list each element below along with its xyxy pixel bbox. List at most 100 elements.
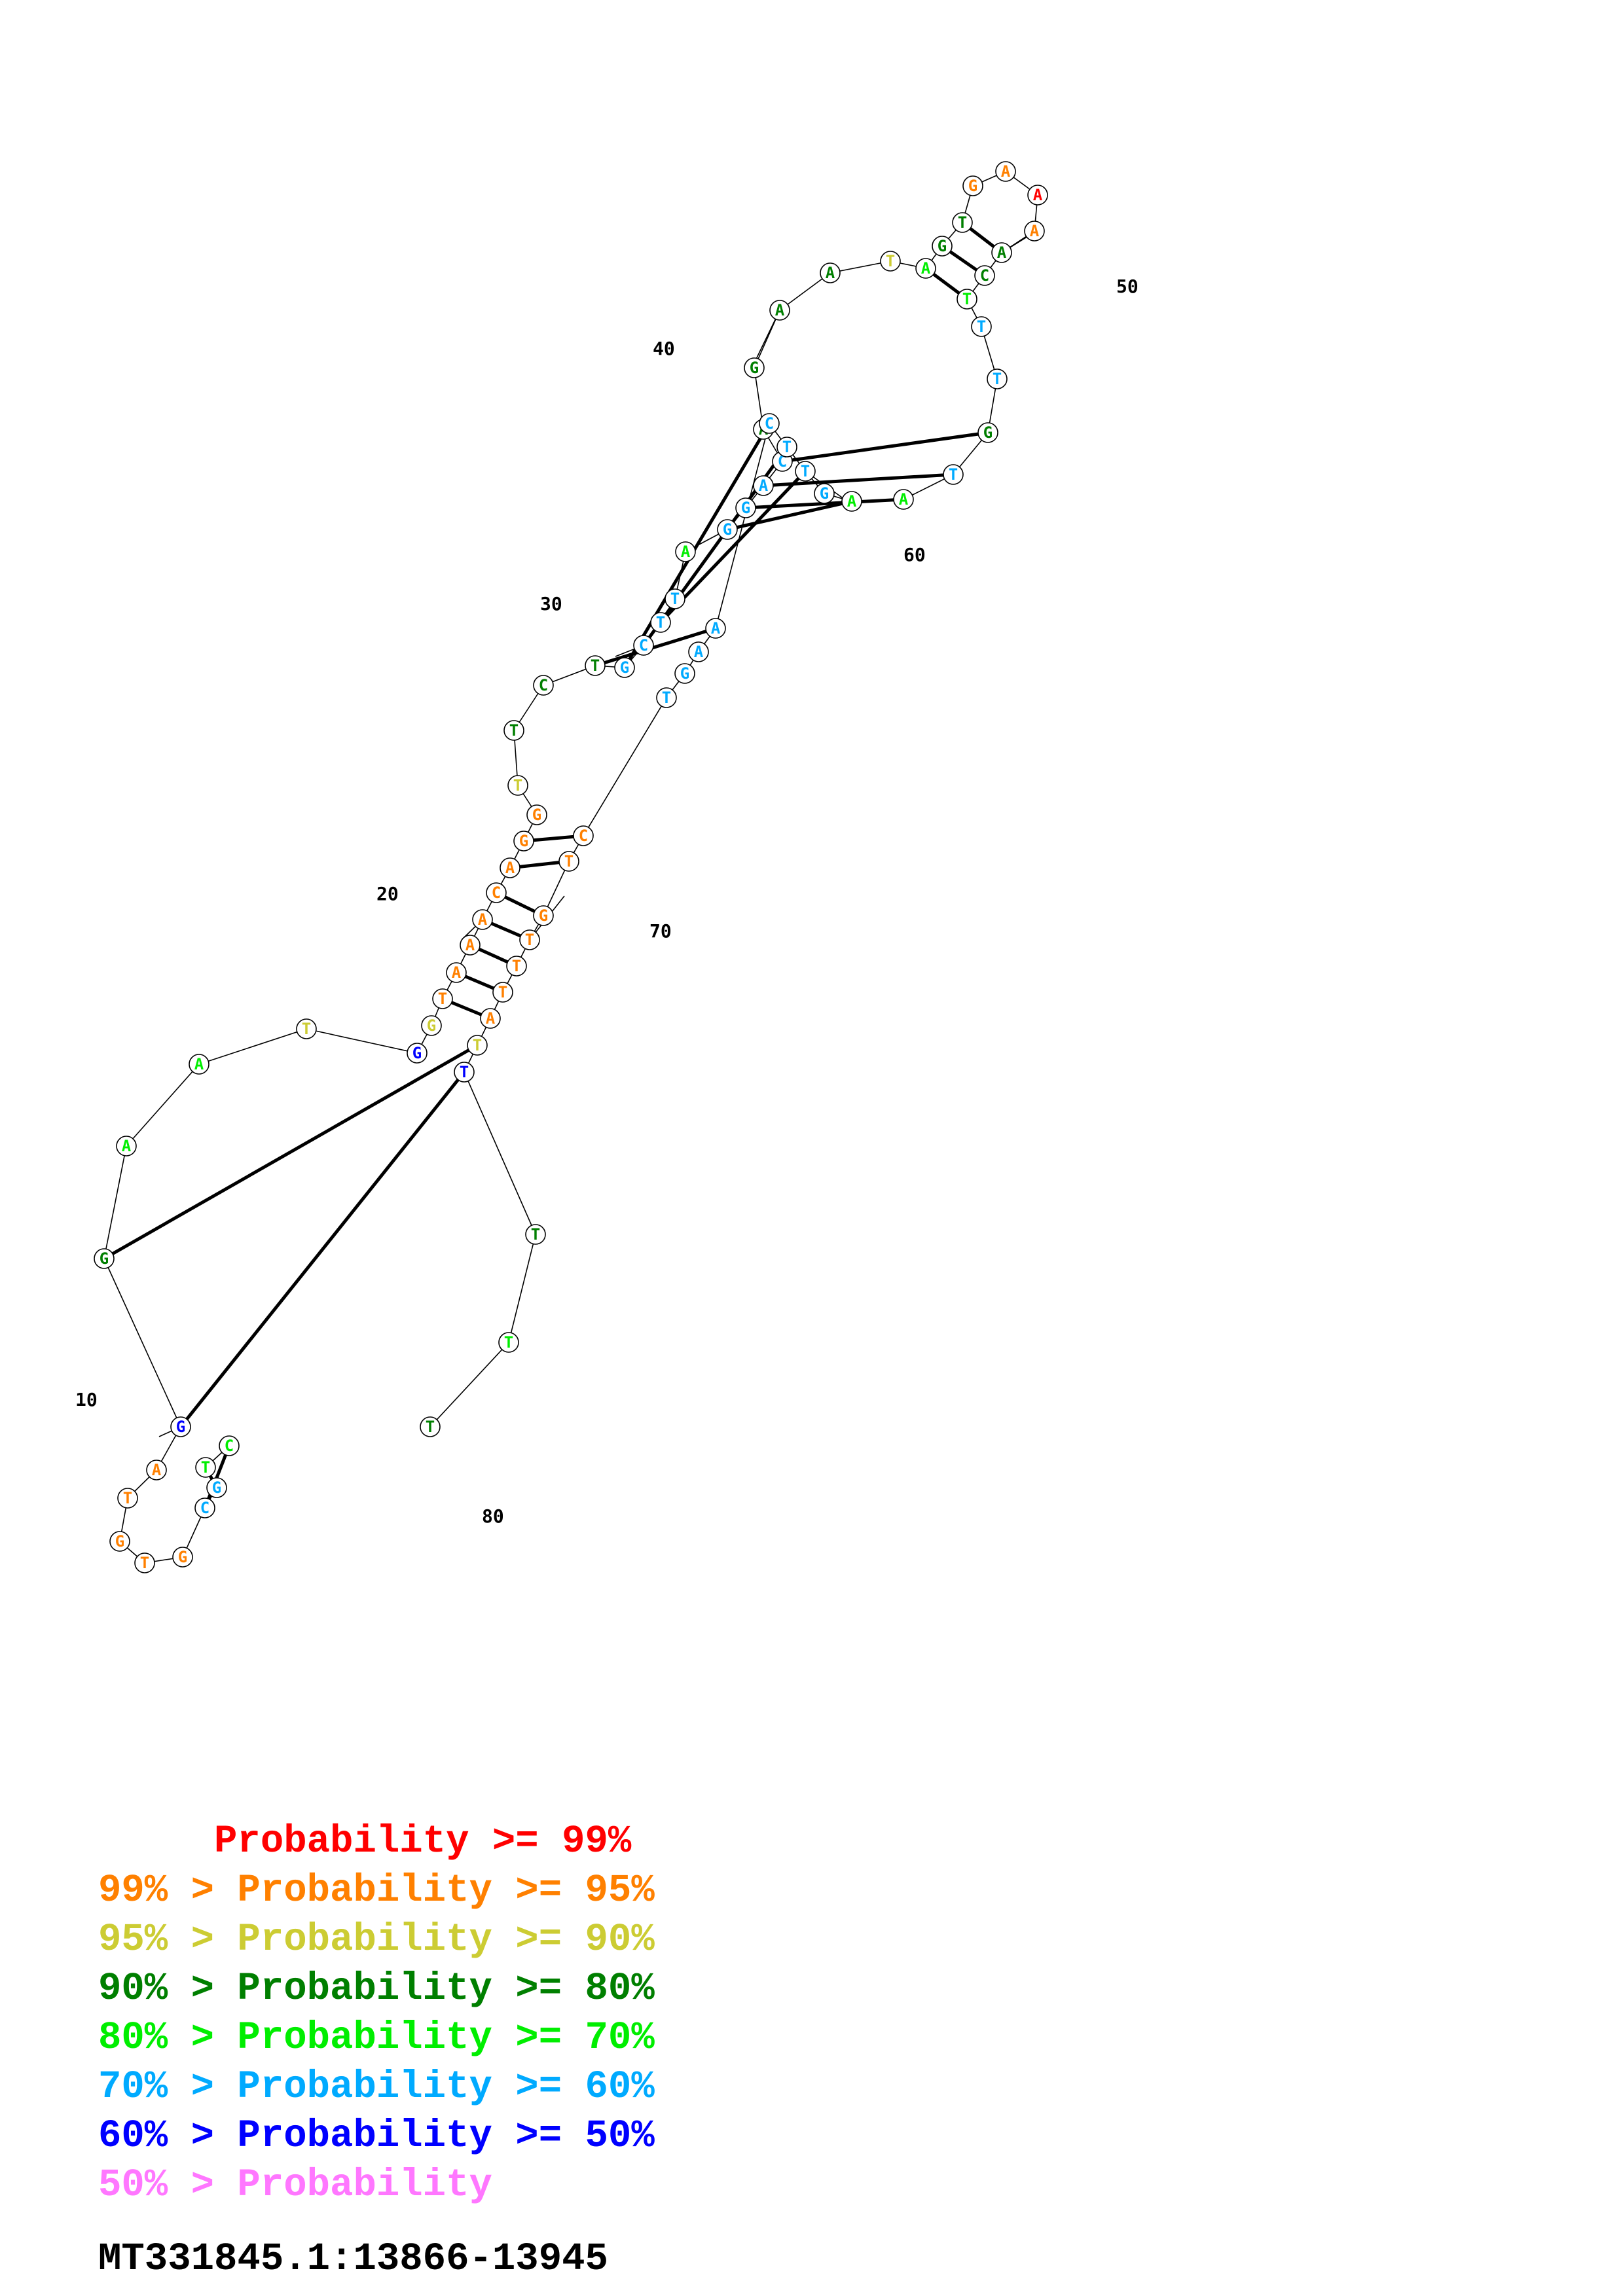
nucleotide-base: G <box>178 1548 187 1566</box>
nucleotide: A <box>915 258 936 279</box>
nucleotide: A <box>820 262 841 283</box>
nucleotide: G <box>206 1477 227 1498</box>
nucleotide-circle <box>573 825 594 846</box>
nucleotide: T <box>507 775 528 796</box>
backbone-segment <box>429 1342 509 1427</box>
nucleotide: G <box>421 1015 442 1036</box>
nucleotide: T <box>454 1062 475 1083</box>
nucleotide-base: A <box>152 1461 162 1479</box>
nucleotide-circle <box>650 612 671 633</box>
nucleotide-circle <box>525 1224 546 1245</box>
backbone-segment <box>126 1064 200 1147</box>
nucleotide-base: T <box>504 1333 513 1352</box>
nucleotide-base: T <box>670 590 680 608</box>
nucleotide-circle <box>744 357 765 378</box>
nucleotide-base: A <box>711 619 721 637</box>
nucleotide-circle <box>753 475 774 496</box>
nucleotide: T <box>117 1488 138 1509</box>
legend-line-tier-8: 50% > Probability <box>98 2163 492 2207</box>
nucleotide: A <box>500 857 520 878</box>
nucleotide: C <box>759 413 780 434</box>
nucleotide: C <box>194 1498 215 1518</box>
nucleotide-circle <box>519 929 540 950</box>
nucleotide: C <box>974 265 995 286</box>
nucleotide-base: T <box>302 1020 311 1038</box>
nucleotide-base: C <box>765 414 774 433</box>
nucleotide-base: A <box>826 264 835 282</box>
nucleotide-base: G <box>212 1479 221 1497</box>
nucleotide: A <box>705 618 726 639</box>
nucleotide-circle <box>219 1435 240 1456</box>
nucleotide: A <box>116 1136 137 1157</box>
legend-line-tier-3: 95% > Probability >= 90% <box>98 1918 655 1962</box>
nucleotide: T <box>665 588 685 609</box>
nucleotide-base: T <box>993 370 1002 388</box>
nucleotide: T <box>503 720 524 741</box>
legend-line-tier-6: 70% > Probability >= 60% <box>98 2065 655 2109</box>
nucleotide: T <box>492 982 513 1003</box>
nucleotide-base: T <box>662 689 671 707</box>
nucleotide-circle <box>503 720 524 741</box>
legend-line-tier-5: 80% > Probability >= 70% <box>98 2016 655 2060</box>
nucleotide: T <box>971 316 992 337</box>
nucleotide-base: T <box>460 1063 469 1081</box>
nucleotide-base: C <box>639 636 648 655</box>
nucleotide-circle <box>633 635 654 656</box>
nucleotide: A <box>1027 185 1048 206</box>
nucleotide-circle <box>194 1498 215 1518</box>
nucleotide-circle <box>195 1457 216 1478</box>
nucleotide-circle <box>421 1015 442 1036</box>
nucleotide-base: A <box>465 936 475 954</box>
nucleotide: A <box>446 962 467 983</box>
nucleotide-circle <box>109 1531 130 1552</box>
nucleotide-circle <box>467 1035 488 1056</box>
nucleotide-circle <box>472 909 493 930</box>
nucleotide-circle <box>533 905 554 926</box>
nucleotide-base: A <box>921 259 931 278</box>
position-label: 20 <box>376 883 399 905</box>
nucleotide: G <box>170 1416 191 1437</box>
nucleotide-base: A <box>899 490 909 509</box>
base-pair-bond <box>763 473 954 488</box>
nucleotide-circle <box>995 161 1016 182</box>
nucleotide-circle <box>500 857 520 878</box>
nucleotide: T <box>296 1018 317 1039</box>
nucleotide-base: T <box>962 290 972 308</box>
backbone-segment <box>103 1145 127 1259</box>
nucleotide: C <box>633 635 654 656</box>
nucleotide: G <box>735 497 756 518</box>
nucleotide: G <box>977 422 998 443</box>
nucleotides: CTGCGTGTAGGAATGGTAAACAGGTTCTGCTTAGGACAGA… <box>94 161 1048 1573</box>
nucleotide-base: A <box>1030 222 1040 240</box>
nucleotide-base: G <box>539 906 548 925</box>
nucleotide: G <box>94 1248 115 1269</box>
nucleotide-circle <box>769 300 790 321</box>
nucleotide-base: A <box>759 476 769 495</box>
backbone-segment <box>198 1028 307 1065</box>
position-label: 40 <box>653 338 675 359</box>
nucleotide-base: A <box>486 1009 496 1028</box>
nucleotide-base: G <box>519 832 528 850</box>
nucleotide-base: A <box>847 492 857 511</box>
nucleotide-base: T <box>123 1489 132 1507</box>
nucleotide-circle <box>820 262 841 283</box>
nucleotide: A <box>146 1460 167 1480</box>
base-pair-bond <box>103 1043 479 1261</box>
nucleotide: C <box>486 882 507 903</box>
nucleotide: T <box>420 1416 441 1437</box>
nucleotide-base: A <box>775 301 785 319</box>
nucleotide-circle <box>134 1552 155 1573</box>
backbone-segment <box>508 1234 536 1343</box>
nucleotide-base: A <box>194 1055 204 1073</box>
nucleotide-circle <box>420 1416 441 1437</box>
nucleotide: A <box>893 489 914 510</box>
nucleotide: C <box>573 825 594 846</box>
nucleotide-circle <box>688 641 709 662</box>
nucleotide: G <box>717 519 738 540</box>
nucleotide: T <box>498 1332 519 1353</box>
nucleotide-circle <box>513 831 534 852</box>
nucleotide-circle <box>776 437 797 457</box>
nucleotide: T <box>195 1457 216 1478</box>
nucleotide-circle <box>957 289 977 310</box>
nucleotide-circle <box>614 657 635 678</box>
